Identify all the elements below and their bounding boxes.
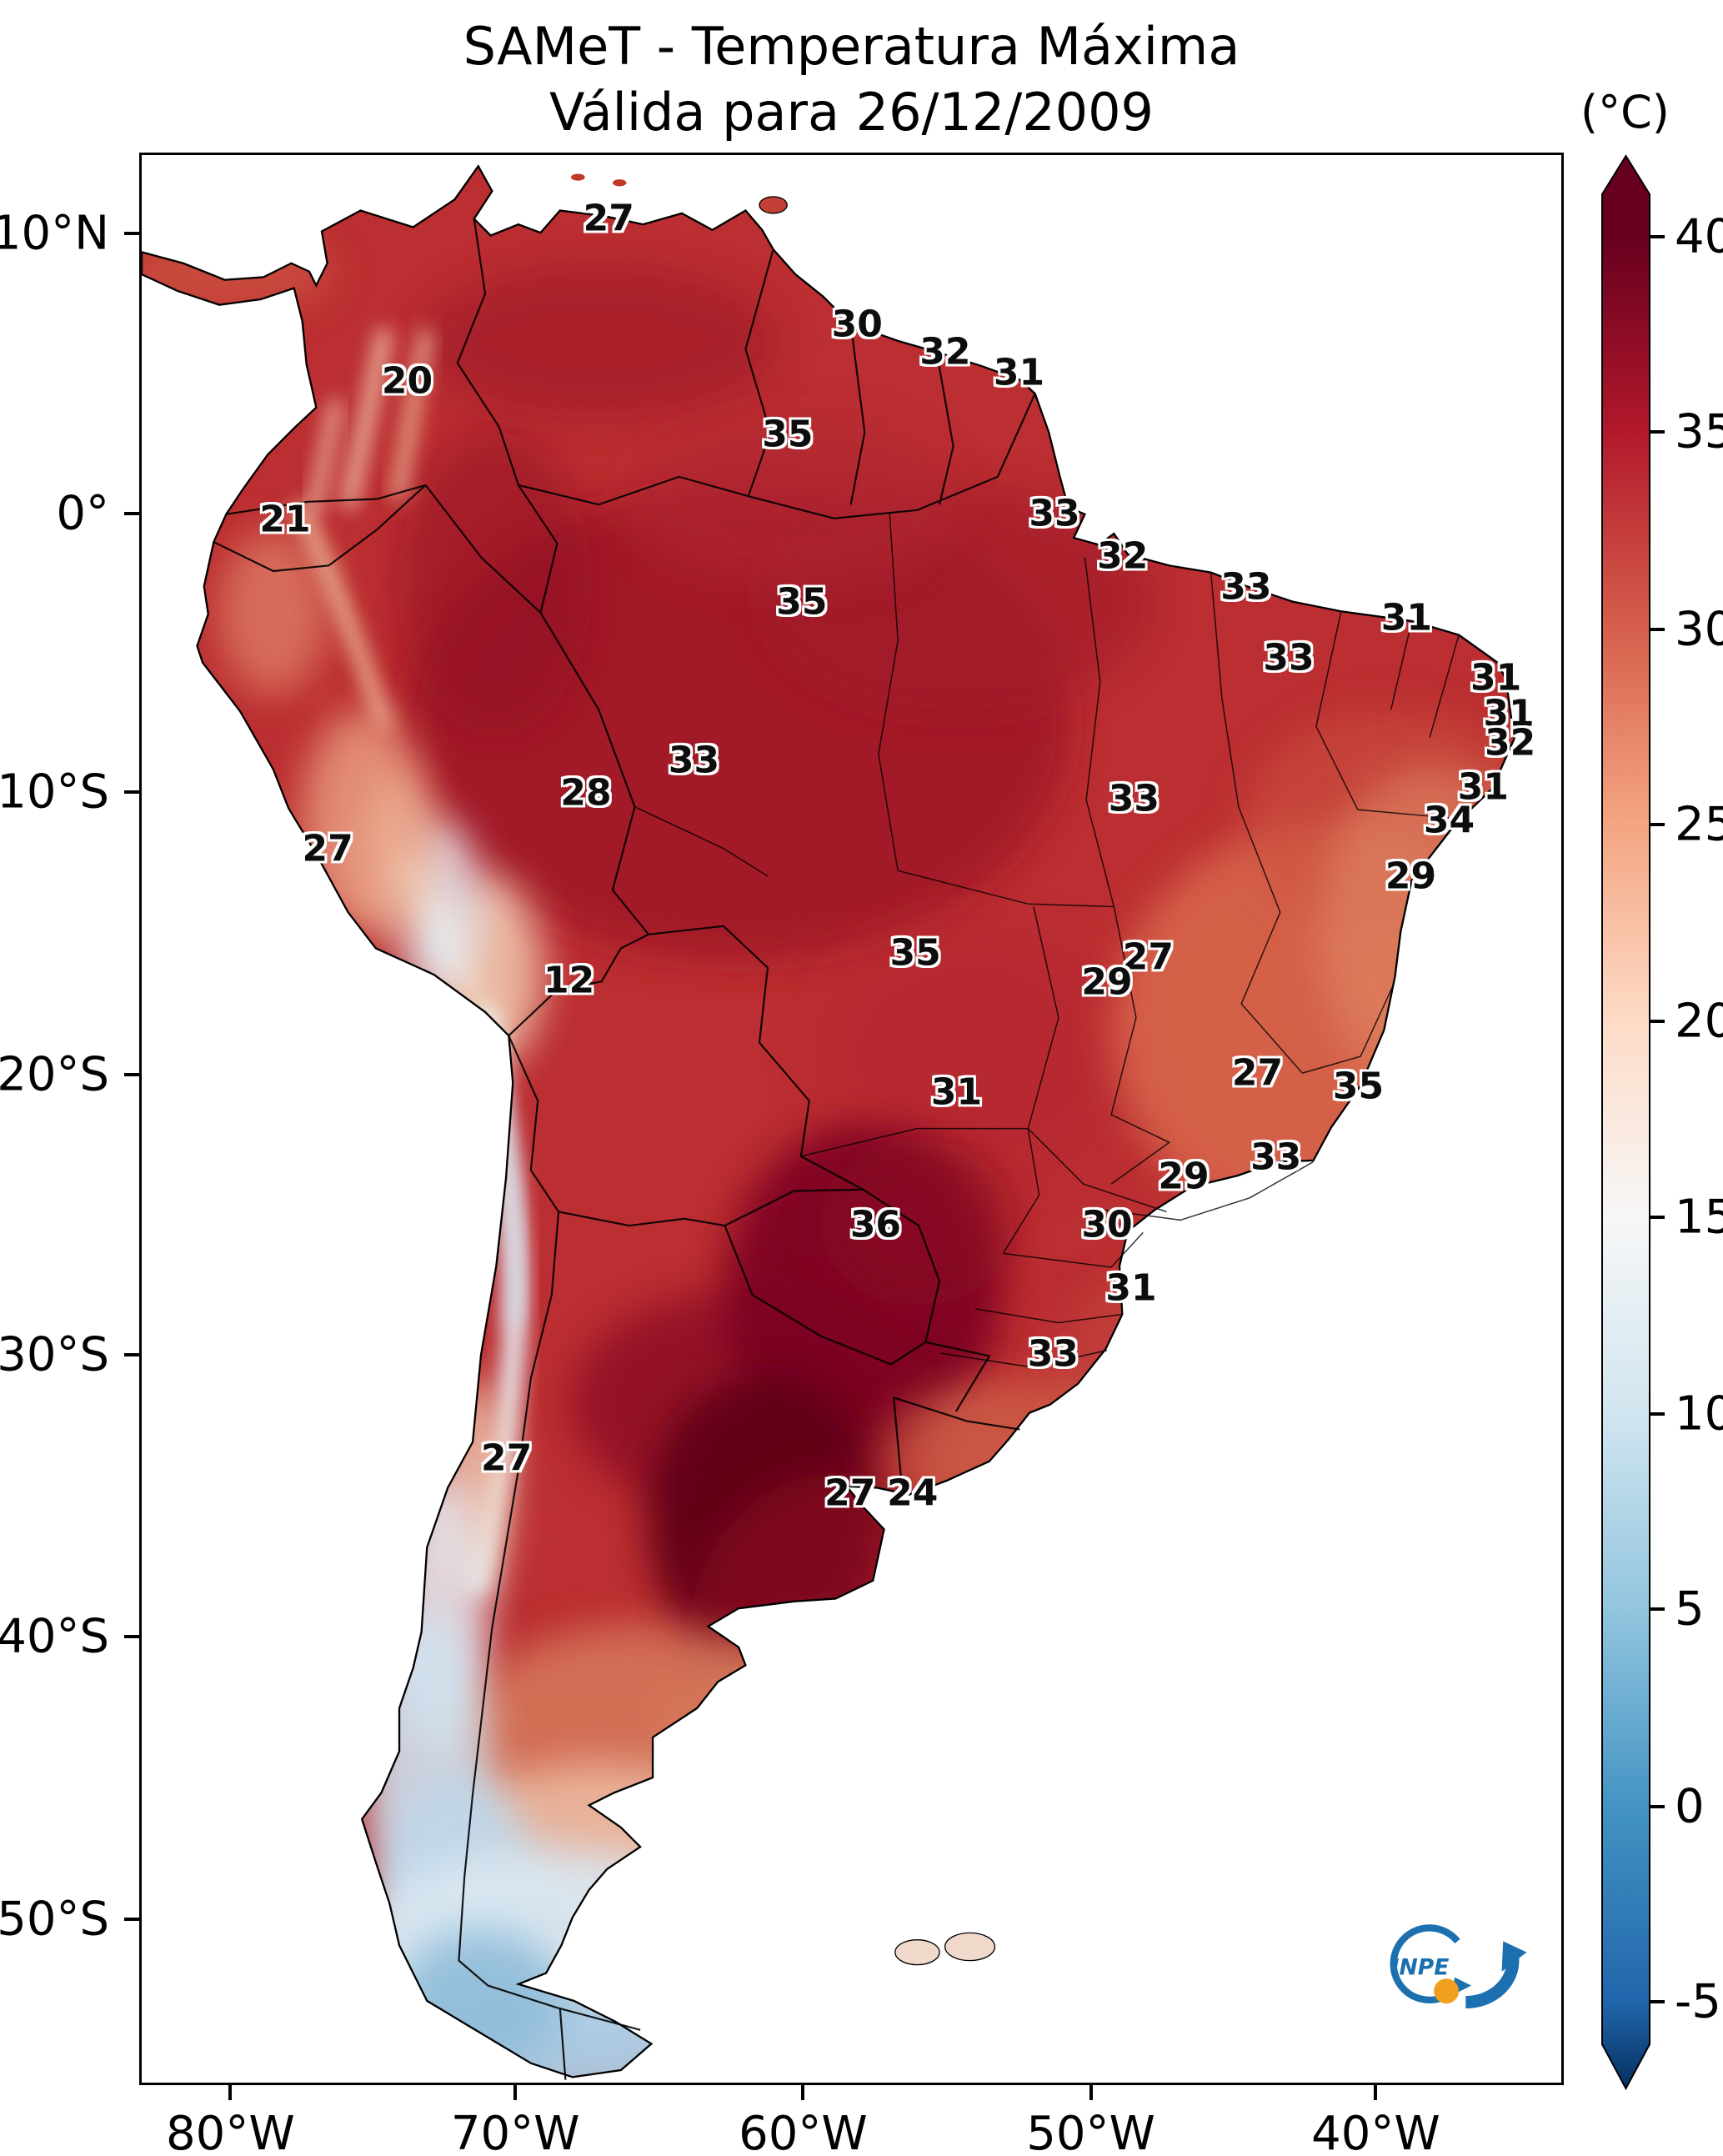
lat-tick-label: 10°N <box>0 206 109 261</box>
lat-tick-label: 50°S <box>0 1892 109 1947</box>
islands <box>571 173 996 1966</box>
lat-tick-mark <box>124 1917 139 1921</box>
lat-tick-mark <box>124 232 139 236</box>
colorbar-tick-label: 30 <box>1675 602 1723 657</box>
lon-tick-label: 50°W <box>1026 2107 1155 2156</box>
colorbar-tick-mark <box>1650 627 1665 631</box>
colorbar-unit-label: (°C) <box>1580 86 1670 138</box>
map-plot-area: INPE 27 20 30 32 31 35 21 33 32 35 33 31 33 31 31 32 33 2… <box>139 153 1564 2085</box>
lon-tick-label: 80°W <box>166 2107 295 2156</box>
colorbar-tick-mark <box>1650 823 1665 827</box>
south-america-temperature-map: INPE <box>142 165 1527 2080</box>
colorbar-tick-label: 5 <box>1675 1582 1705 1637</box>
lat-tick-label: 30°S <box>0 1327 109 1382</box>
lon-tick-mark <box>513 2085 518 2100</box>
lat-tick-mark <box>124 1072 139 1076</box>
chart-title: SAMeT - Temperatura Máxima Válida para 2… <box>139 13 1564 146</box>
lon-tick-mark <box>1089 2085 1093 2100</box>
lat-tick-mark <box>124 1635 139 1639</box>
lat-tick-mark <box>124 512 139 516</box>
lon-tick-mark <box>801 2085 805 2100</box>
colorbar-tick-mark <box>1650 1215 1665 1219</box>
latitude-axis: 10°N 0° 10°S 20°S 30°S 40°S 50°S <box>0 153 139 2085</box>
colorbar-gradient <box>1601 154 1650 2091</box>
colorbar: (°C) 40 35 30 25 20 <box>1580 86 1723 2091</box>
chart-title-line1: SAMeT - Temperatura Máxima <box>463 16 1240 77</box>
colorbar-tick-label: 35 <box>1675 404 1723 459</box>
colorbar-tick-mark <box>1650 430 1665 434</box>
chart-title-line2: Válida para 26/12/2009 <box>549 82 1154 143</box>
colorbar-tick-mark <box>1650 1804 1665 1808</box>
colorbar-tick-mark <box>1650 1020 1665 1024</box>
colorbar-tick-label: 0 <box>1675 1779 1705 1834</box>
lat-tick-label: 10°S <box>0 765 109 820</box>
temperature-field <box>142 166 1515 2078</box>
state-borders <box>634 513 1460 1368</box>
colorbar-tick-label: 40 <box>1675 209 1723 264</box>
colorbar-tick-label: 15 <box>1675 1190 1723 1245</box>
lat-tick-label: 40°S <box>0 1609 109 1664</box>
inpe-logo: INPE <box>1390 1924 1527 2009</box>
lat-tick-label: 0° <box>56 486 109 541</box>
lat-tick-label: 20°S <box>0 1047 109 1102</box>
lat-tick-mark <box>124 1352 139 1356</box>
colorbar-ticks: 40 35 30 25 20 15 10 5 0 -5 <box>1602 156 1723 2088</box>
inpe-logo-orange-dot <box>1434 1978 1460 2004</box>
lat-tick-mark <box>124 790 139 795</box>
colorbar-tick-mark <box>1650 1999 1665 2003</box>
lon-tick-label: 70°W <box>450 2107 580 2156</box>
longitude-axis: 80°W 70°W 60°W 50°W 40°W <box>139 2085 1564 2156</box>
colorbar-tick-mark <box>1650 235 1665 239</box>
inpe-logo-text: INPE <box>1391 1954 1450 1980</box>
lon-tick-mark <box>228 2085 233 2100</box>
colorbar-tick-label: 20 <box>1675 994 1723 1049</box>
lon-tick-label: 60°W <box>739 2107 868 2156</box>
lon-tick-label: 40°W <box>1311 2107 1440 2156</box>
lon-tick-mark <box>1374 2085 1378 2100</box>
colorbar-tick-label: -5 <box>1675 1974 1721 2029</box>
colorbar-tick-label: 25 <box>1675 797 1723 852</box>
colorbar-tick-mark <box>1650 1607 1665 1612</box>
colorbar-tick-label: 10 <box>1675 1386 1723 1442</box>
colorbar-tick-mark <box>1650 1412 1665 1416</box>
